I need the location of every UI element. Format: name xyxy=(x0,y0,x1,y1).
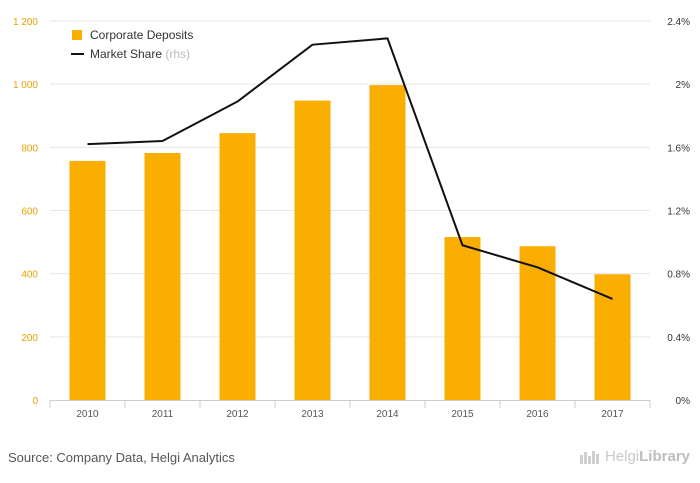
y-right-tick-label: 2% xyxy=(676,80,691,91)
y-right-tick-label: 0.8% xyxy=(667,270,690,281)
bar-2012 xyxy=(219,133,256,400)
brand-name-prefix: Helgi xyxy=(604,448,640,465)
source-note: Source: Company Data, Helgi Analytics xyxy=(8,450,235,465)
legend-label-corporate-deposits: Corporate Deposits xyxy=(90,28,193,42)
y-right-tick-label: 2.4% xyxy=(667,17,690,28)
y-right-tick-label: 0% xyxy=(676,396,691,407)
brand-name-suffix: Library xyxy=(639,448,690,465)
y-left-tick-label: 1 200 xyxy=(13,17,38,28)
x-tick-label: 2010 xyxy=(76,409,99,420)
y-left-tick-label: 0 xyxy=(32,396,38,407)
chart: 0 0% 200 0.4% 400 0.8% 600 1.2% 800 1.6% 1 000 2% 1 … xyxy=(13,17,690,420)
y-left-tick-label: 200 xyxy=(21,333,38,344)
bar-2015 xyxy=(444,237,481,400)
legend: Corporate Deposits Market Share (rhs) xyxy=(71,28,193,61)
x-tick-label: 2015 xyxy=(451,409,474,420)
bar-2017 xyxy=(594,274,631,400)
line-series-market-share xyxy=(87,37,613,300)
x-tick-label: 2016 xyxy=(526,409,549,420)
axes: 0 0% 200 0.4% 400 0.8% 600 1.2% 800 1.6% 1 000 2% 1 … xyxy=(13,17,690,420)
legend-label-market-share-name: Market Share xyxy=(90,47,162,61)
y-left-tick-label: 600 xyxy=(21,207,38,218)
legend-label-market-share-suffix: (rhs) xyxy=(165,47,190,61)
bar-2011 xyxy=(144,153,181,400)
legend-label-market-share: Market Share (rhs) xyxy=(90,47,190,61)
y-right-tick-label: 0.4% xyxy=(667,333,690,344)
brand-logo: Helgi Library xyxy=(579,448,690,465)
y-right-tick-label: 1.2% xyxy=(667,207,690,218)
x-tick-label: 2013 xyxy=(301,409,324,420)
bar-2014 xyxy=(369,85,406,400)
x-tick-label: 2011 xyxy=(152,409,174,420)
y-left-tick-label: 800 xyxy=(21,143,38,154)
bar-series-corporate-deposits xyxy=(69,85,631,400)
y-left-tick-label: 400 xyxy=(21,270,38,281)
legend-swatch-corporate-deposits xyxy=(72,30,82,40)
footer: Source: Company Data, Helgi Analytics He… xyxy=(0,442,700,483)
bar-2016 xyxy=(519,246,556,400)
bar-2010 xyxy=(69,160,106,400)
x-tick-label: 2012 xyxy=(226,409,249,420)
x-tick-label: 2014 xyxy=(376,409,399,420)
gridlines xyxy=(50,20,650,338)
bar-2013 xyxy=(294,100,331,400)
x-tick-label: 2017 xyxy=(601,409,624,420)
library-icon xyxy=(579,450,599,464)
y-left-tick-label: 1 000 xyxy=(13,80,38,91)
y-right-tick-label: 1.6% xyxy=(667,143,690,154)
market-share-line xyxy=(87,37,613,300)
